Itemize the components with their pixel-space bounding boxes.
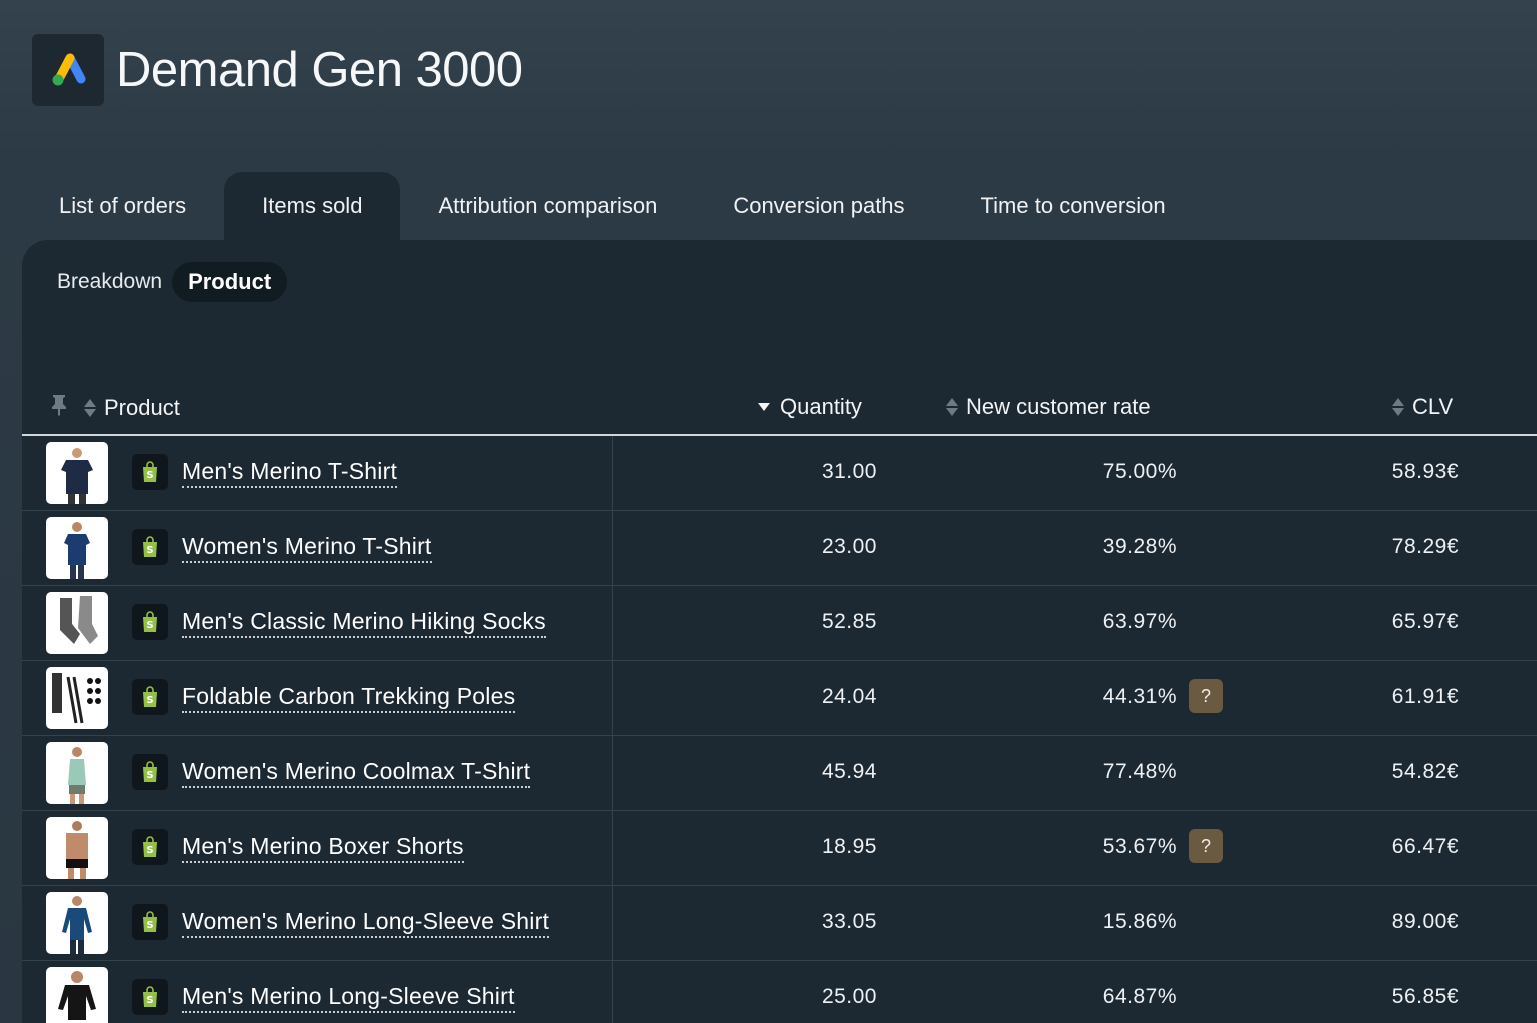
svg-text:S: S (146, 995, 153, 1006)
table-row[interactable]: S Men's Merino T-Shirt 31.00 75.00% 58.93€ (22, 436, 1537, 511)
col-ncr-label: New customer rate (966, 394, 1151, 419)
pin-icon[interactable] (50, 394, 68, 422)
col-product-label: Product (104, 395, 180, 420)
new-customer-rate-cell: 15.86% (1102, 910, 1177, 933)
help-badge[interactable]: ? (1189, 679, 1223, 713)
new-customer-rate-cell: 77.48% (1102, 760, 1177, 783)
sort-icon[interactable] (84, 399, 96, 417)
app-header: Demand Gen 3000 (32, 34, 523, 106)
svg-text:S: S (146, 545, 153, 556)
shopify-bag-icon: S (132, 604, 168, 640)
new-customer-rate-cell: 64.87% (1102, 985, 1177, 1008)
new-customer-rate-cell: 53.67% (1102, 835, 1177, 858)
clv-cell: 89.00€ (1391, 910, 1459, 933)
product-thumbnail (46, 817, 108, 879)
col-quantity-header[interactable]: Quantity (758, 394, 862, 420)
shopify-bag-icon: S (132, 679, 168, 715)
svg-text:S: S (146, 770, 153, 781)
google-ads-logo-icon (32, 34, 104, 106)
quantity-cell: 25.00 (821, 985, 877, 1008)
product-name-link[interactable]: Men's Merino T-Shirt (182, 458, 398, 488)
sort-icon[interactable] (946, 398, 958, 416)
table-row[interactable]: S Women's Merino T-Shirt 23.00 39.28% 78.29€ (22, 511, 1537, 586)
quantity-cell: 31.00 (821, 460, 877, 483)
shopify-bag-icon: S (132, 754, 168, 790)
tab-bar: List of orders Items sold Attribution co… (22, 172, 1204, 242)
shopify-bag-icon: S (132, 454, 168, 490)
svg-text:S: S (146, 695, 153, 706)
clv-cell: 58.93€ (1391, 460, 1459, 483)
new-customer-rate-cell: 44.31% (1102, 685, 1177, 708)
product-thumbnail (46, 667, 108, 729)
table-row[interactable]: S Men's Classic Merino Hiking Socks 52.85 6… (22, 586, 1537, 661)
tab-items-sold[interactable]: Items sold (224, 172, 401, 240)
product-name-link[interactable]: Men's Classic Merino Hiking Socks (182, 608, 546, 638)
new-customer-rate-cell: 39.28% (1102, 535, 1177, 558)
product-name-link[interactable]: Women's Merino Coolmax T-Shirt (182, 758, 531, 788)
sort-icon[interactable] (1392, 398, 1404, 416)
quantity-cell: 24.04 (821, 685, 877, 708)
new-customer-rate-cell: 75.00% (1102, 460, 1177, 483)
col-product-header[interactable]: Product (50, 394, 180, 422)
product-thumbnail (46, 592, 108, 654)
clv-cell: 61.91€ (1391, 685, 1459, 708)
product-thumbnail (46, 892, 108, 954)
svg-text:S: S (146, 845, 153, 856)
col-ncr-header[interactable]: New customer rate (946, 394, 1151, 420)
tab-conversion-paths[interactable]: Conversion paths (733, 193, 905, 218)
tab-attribution-comparison[interactable]: Attribution comparison (438, 193, 658, 218)
new-customer-rate-cell: 63.97% (1102, 610, 1177, 633)
quantity-cell: 52.85 (821, 610, 877, 633)
shopify-bag-icon: S (132, 829, 168, 865)
product-name-link[interactable]: Men's Merino Boxer Shorts (182, 833, 464, 863)
col-quantity-label: Quantity (780, 394, 862, 419)
sort-desc-icon[interactable] (758, 403, 770, 411)
product-name-link[interactable]: Men's Merino Long-Sleeve Shirt (182, 983, 515, 1013)
svg-text:S: S (146, 470, 153, 481)
items-sold-panel: Breakdown Product Product Quantity New c… (22, 240, 1537, 1023)
table-row[interactable]: S Foldable Carbon Trekking Poles 24.04 44.3… (22, 661, 1537, 736)
quantity-cell: 23.00 (821, 535, 877, 558)
table-row[interactable]: S Women's Merino Long-Sleeve Shirt 33.05 15… (22, 886, 1537, 961)
product-thumbnail (46, 517, 108, 579)
breakdown-label: Breakdown (57, 270, 163, 293)
column-divider (612, 436, 613, 1023)
clv-cell: 78.29€ (1391, 535, 1459, 558)
table-row[interactable]: S Men's Merino Long-Sleeve Shirt 25.00 64.8… (22, 961, 1537, 1023)
breakdown-selector: Breakdown Product (57, 262, 288, 302)
clv-cell: 66.47€ (1391, 835, 1459, 858)
breakdown-chip-product[interactable]: Product (172, 262, 288, 302)
quantity-cell: 18.95 (821, 835, 877, 858)
tab-list-of-orders[interactable]: List of orders (59, 193, 187, 218)
clv-cell: 54.82€ (1391, 760, 1459, 783)
col-clv-label: CLV (1412, 394, 1454, 419)
svg-text:S: S (146, 620, 153, 631)
svg-text:S: S (146, 920, 153, 931)
product-thumbnail (46, 442, 108, 504)
table-row[interactable]: S Men's Merino Boxer Shorts 18.95 53.67%? 66… (22, 811, 1537, 886)
product-name-link[interactable]: Women's Merino Long-Sleeve Shirt (182, 908, 550, 938)
product-thumbnail (46, 742, 108, 804)
table-header: Product Quantity New customer rate CLV (22, 382, 1537, 436)
help-badge[interactable]: ? (1189, 829, 1223, 863)
app-title: Demand Gen 3000 (116, 43, 523, 97)
shopify-bag-icon: S (132, 979, 168, 1015)
shopify-bag-icon: S (132, 529, 168, 565)
product-name-link[interactable]: Women's Merino T-Shirt (182, 533, 432, 563)
clv-cell: 56.85€ (1391, 985, 1459, 1008)
table-row[interactable]: S Women's Merino Coolmax T-Shirt 45.94 77.4… (22, 736, 1537, 811)
table-body: S Men's Merino T-Shirt 31.00 75.00% 58.93€ S W… (22, 436, 1537, 1023)
tab-time-to-conversion[interactable]: Time to conversion (980, 193, 1166, 218)
shopify-bag-icon: S (132, 904, 168, 940)
product-thumbnail (46, 967, 108, 1023)
quantity-cell: 33.05 (821, 910, 877, 933)
col-clv-header[interactable]: CLV (1392, 394, 1453, 420)
quantity-cell: 45.94 (821, 760, 877, 783)
product-name-link[interactable]: Foldable Carbon Trekking Poles (182, 683, 516, 713)
clv-cell: 65.97€ (1391, 610, 1459, 633)
